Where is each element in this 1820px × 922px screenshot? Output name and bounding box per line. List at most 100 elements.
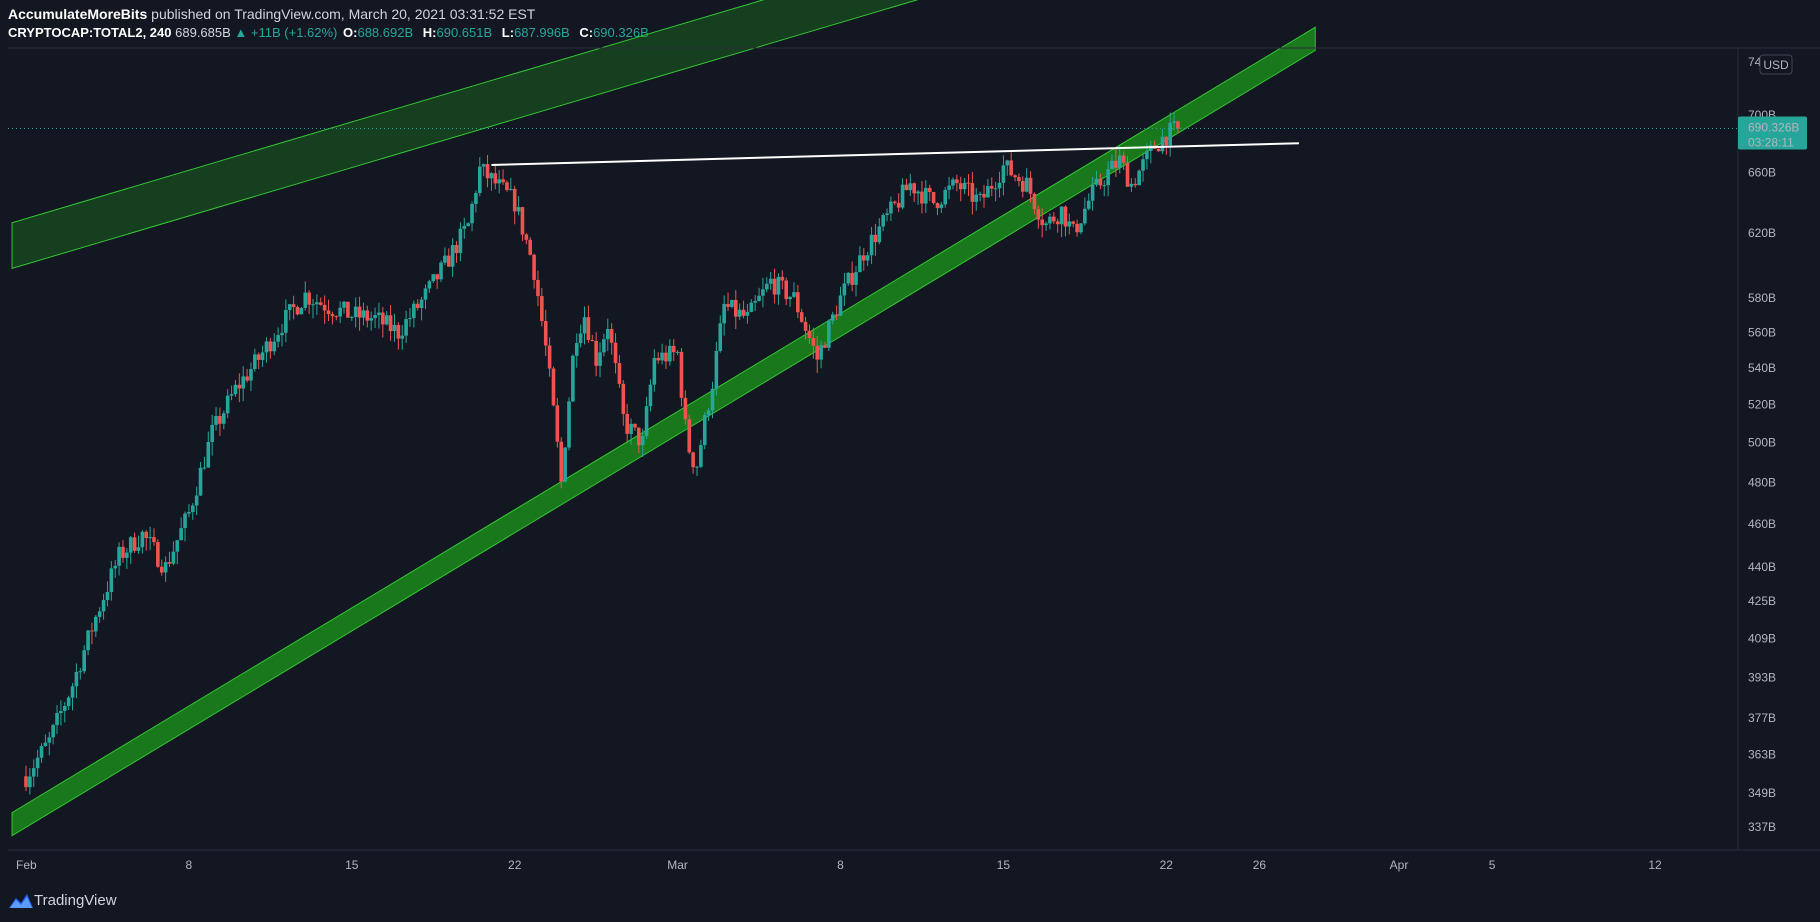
candle-body xyxy=(187,512,191,514)
candle-body xyxy=(776,276,781,295)
candle-body xyxy=(648,384,653,407)
candle-body xyxy=(982,193,986,198)
candle-body xyxy=(733,300,738,317)
candle-body xyxy=(241,376,245,389)
candle-body xyxy=(225,395,230,414)
candle-body xyxy=(326,310,331,315)
candle-body xyxy=(287,304,292,310)
candle-body xyxy=(1028,177,1033,194)
candle-body xyxy=(280,332,284,336)
candle-body xyxy=(1079,223,1083,233)
candle-body xyxy=(377,312,381,315)
tradingview-logo-icon[interactable] xyxy=(8,892,34,910)
candle-body xyxy=(1156,148,1161,152)
candle-body xyxy=(613,342,618,364)
x-tick-label: 8 xyxy=(837,858,844,872)
candle-body xyxy=(1086,200,1091,209)
price-chart[interactable]: 740B700B660B620B580B560B540B520B500B480B… xyxy=(0,0,1820,876)
candle-body xyxy=(605,328,610,340)
candle-body xyxy=(578,333,583,344)
candle-body xyxy=(501,179,505,183)
candle-body xyxy=(873,234,878,243)
candle-body xyxy=(384,315,389,325)
rising-channel-lower[interactable] xyxy=(11,26,1316,837)
x-tick-label: Mar xyxy=(667,858,688,872)
x-tick-label: 15 xyxy=(345,858,359,872)
candle-body xyxy=(1020,181,1025,192)
candle-body xyxy=(993,188,998,190)
candle-body xyxy=(446,255,451,267)
candle-body xyxy=(935,203,940,209)
candle-body xyxy=(1098,178,1103,186)
symbol-label[interactable]: CRYPTOCAP:TOTAL2, 240 xyxy=(8,25,172,40)
currency-badge[interactable] xyxy=(1759,54,1793,75)
candle-body xyxy=(427,281,432,289)
candle-body xyxy=(342,301,346,308)
candle-body xyxy=(117,546,121,566)
candle-body xyxy=(885,213,889,215)
candle-body xyxy=(311,304,315,306)
candle-body xyxy=(55,713,59,726)
candle-body xyxy=(105,591,110,601)
y-tick-label: 440B xyxy=(1748,560,1776,574)
close-label: C: xyxy=(579,25,594,40)
candle-body xyxy=(47,737,52,743)
candle-body xyxy=(598,352,602,366)
candle-body xyxy=(1067,221,1072,227)
candle-body xyxy=(388,315,393,332)
candle-body xyxy=(159,566,164,573)
candle-body xyxy=(679,351,684,398)
candle-body xyxy=(175,540,180,552)
candle-body xyxy=(571,355,575,402)
candle-body xyxy=(834,314,839,316)
candle-body xyxy=(101,600,106,612)
candle-body xyxy=(772,278,777,295)
candle-body xyxy=(1160,136,1165,152)
candle-body xyxy=(125,552,129,558)
candle-body xyxy=(229,394,234,396)
candle-body xyxy=(70,686,75,698)
candle-body xyxy=(307,292,311,305)
y-tick-label: 409B xyxy=(1748,631,1776,645)
candle-body xyxy=(198,467,203,496)
candle-body xyxy=(749,302,754,312)
candle-body xyxy=(94,616,98,632)
resistance-line[interactable] xyxy=(491,142,1299,166)
candle-body xyxy=(1125,162,1130,187)
candle-body xyxy=(1032,193,1037,209)
candle-body xyxy=(904,184,909,191)
bar-countdown: 03:28:11 xyxy=(1748,136,1794,150)
candle-body xyxy=(194,495,199,506)
candle-body xyxy=(974,194,979,202)
candle-body xyxy=(59,710,63,714)
candle-body xyxy=(955,179,959,184)
rising-channel-upper[interactable] xyxy=(11,0,1120,270)
author-name[interactable]: AccumulateMoreBits xyxy=(8,6,148,22)
candle-body xyxy=(431,274,436,282)
candle-body xyxy=(39,746,44,758)
candle-body xyxy=(695,466,699,468)
y-tick-label: 540B xyxy=(1748,361,1776,375)
plot-area[interactable] xyxy=(8,48,1738,850)
candle-body xyxy=(163,562,168,573)
last-price-label: 690.326B xyxy=(1748,121,1799,135)
candle-body xyxy=(167,562,172,564)
candle-body xyxy=(896,202,901,208)
tradingview-brand[interactable]: TradingView xyxy=(34,892,117,909)
candle-body xyxy=(706,410,711,416)
price-axis[interactable] xyxy=(1738,48,1820,850)
candle-body xyxy=(726,303,730,307)
candle-body xyxy=(1013,175,1017,178)
candle-body xyxy=(330,314,335,317)
candle-body xyxy=(35,757,40,769)
candle-body xyxy=(450,245,455,267)
candle-body xyxy=(761,289,765,296)
candle-body xyxy=(718,323,723,351)
candle-body xyxy=(745,311,750,316)
candle-body xyxy=(373,315,377,319)
candle-body xyxy=(656,357,661,361)
candle-body xyxy=(86,630,90,651)
candle-body xyxy=(943,189,948,205)
candle-body xyxy=(532,254,536,280)
candle-body xyxy=(997,182,1002,189)
